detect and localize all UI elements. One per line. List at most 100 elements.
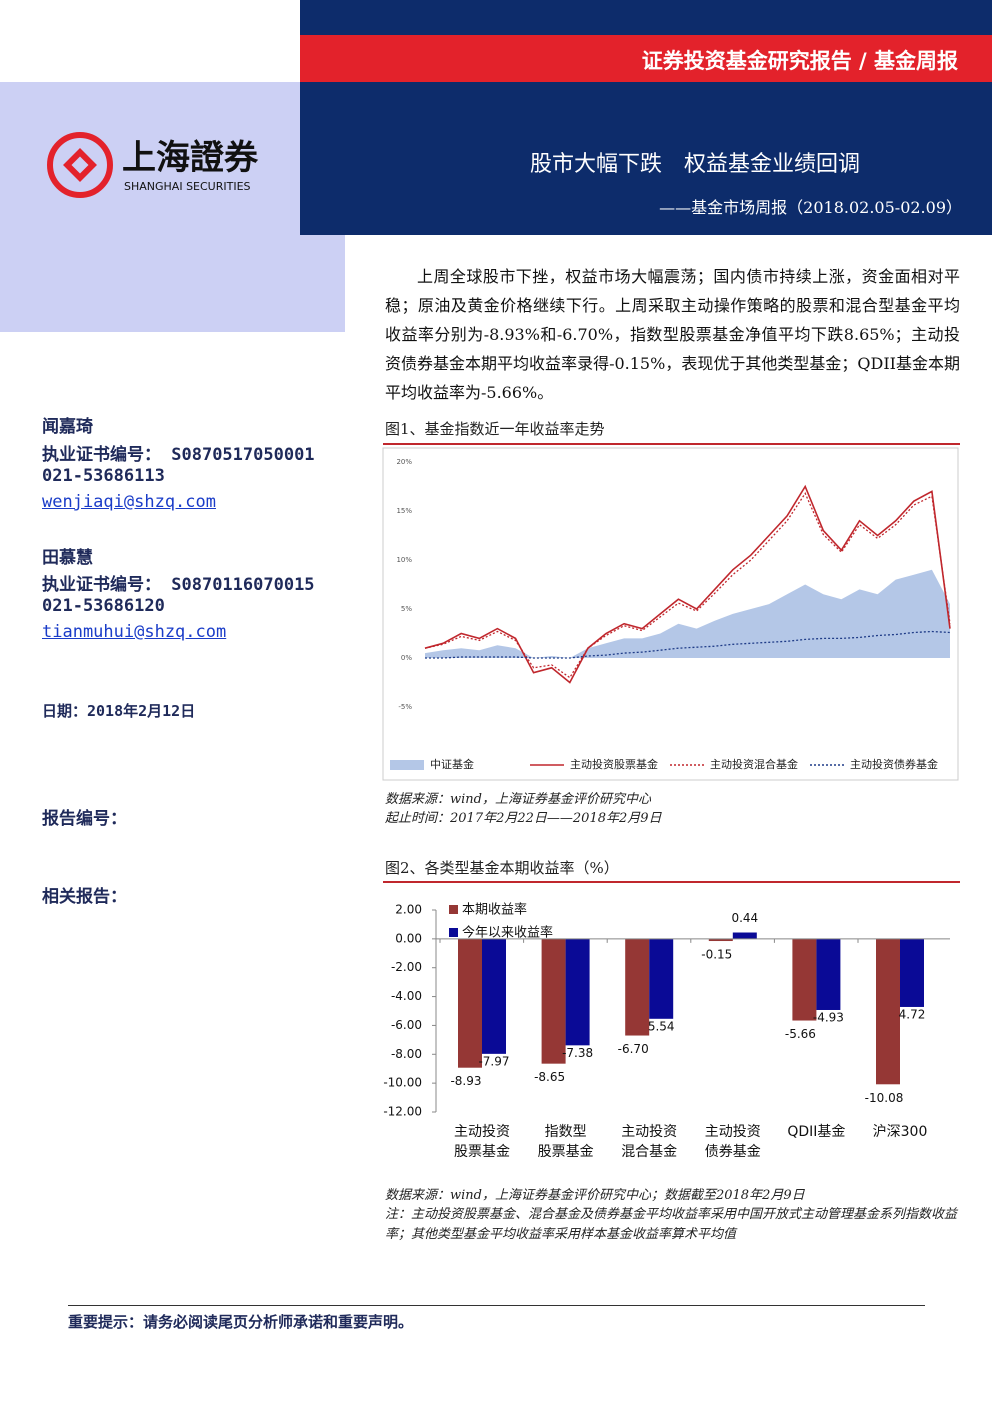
cert-label: 执业证书编号： — [42, 575, 161, 595]
x-tick-label: 债券基金 — [705, 1143, 761, 1160]
analyst-phone: 021-53686120 — [42, 596, 165, 616]
header-red: 证券投资基金研究报告 / 基金周报 — [300, 35, 992, 82]
y-tick-label: -12.00 — [383, 1105, 422, 1119]
y-tick-label: 10% — [396, 556, 412, 564]
logo-ring — [47, 132, 113, 198]
value-label: -6.70 — [618, 1042, 649, 1056]
side-band — [0, 82, 345, 332]
y-tick-label: 0.00 — [395, 931, 422, 945]
value-label: 0.44 — [731, 911, 758, 925]
x-tick-label: 混合基金 — [621, 1143, 677, 1160]
report-title: 股市大幅下跌 权益基金业绩回调 — [530, 152, 861, 177]
value-label: 4.72 — [899, 1007, 926, 1021]
legend-label: 主动投资股票基金 — [570, 757, 658, 771]
bar — [458, 938, 482, 1068]
bar — [625, 938, 650, 1036]
y-tick-label: -2.00 — [391, 960, 422, 974]
value-label: -7.97 — [478, 1054, 509, 1068]
y-tick-label: -8.00 — [391, 1047, 422, 1061]
logo-core — [71, 156, 89, 174]
value-label: -10.08 — [865, 1091, 904, 1105]
y-tick-label: -6.00 — [391, 1018, 422, 1032]
logo-english: SHANGHAI SECURITIES — [124, 180, 251, 193]
line — [424, 484, 951, 684]
report-subtitle: ——基金市场周报（2018.02.05-02.09） — [659, 198, 962, 217]
related-label: 相关报告： — [42, 887, 127, 907]
report-type: 证券投资基金研究报告 / 基金周报 — [641, 49, 958, 73]
y-tick-label: 0% — [401, 654, 412, 662]
value-label: -7.38 — [562, 1046, 593, 1060]
y-tick-label: 15% — [396, 507, 412, 515]
figure-source: 数据来源：wind，上海证券基金评价研究中心；数据截至2018年2月9日 — [385, 1188, 805, 1203]
figure-period: 起止时间：2017年2月22日——2018年2月9日 — [385, 811, 662, 826]
cert-label: 执业证书编号： — [42, 445, 161, 465]
report-date: 日期：2018年2月12日 — [42, 702, 196, 720]
analyst-name: 闻嘉琦 — [42, 417, 93, 437]
line — [424, 492, 951, 679]
x-tick-label: QDII基金 — [787, 1123, 845, 1140]
cert-no: S0870116070015 — [171, 575, 315, 595]
value-label: -8.93 — [450, 1074, 481, 1088]
caption-rule — [383, 443, 960, 445]
y-tick-label: -5% — [398, 703, 412, 711]
legend-label: 今年以来收益率 — [462, 925, 553, 941]
analyst-cert: 执业证书编号： S0870116070015 — [42, 570, 315, 595]
x-tick-label: 沪深300 — [873, 1124, 928, 1140]
value-label: -4.93 — [813, 1010, 844, 1024]
bar — [649, 938, 674, 1019]
figure-caption: 图2、各类型基金本期收益率（%） — [385, 859, 619, 877]
bar — [900, 938, 924, 1007]
legend-label: 本期收益率 — [462, 902, 527, 918]
bar — [482, 938, 506, 1054]
legend-label: 主动投资混合基金 — [710, 757, 798, 771]
x-tick-label: 主动投资 — [454, 1124, 510, 1140]
legend-swatch — [449, 905, 458, 914]
bar — [708, 938, 733, 942]
analyst-phone: 021-53686113 — [42, 466, 165, 486]
bar — [876, 938, 900, 1085]
value-label: -5.66 — [785, 1027, 816, 1041]
bar — [816, 938, 841, 1010]
summary: 上周全球股市下挫，权益市场大幅震荡；国内债市持续上涨，资金面相对平稳；原油及黄金… — [385, 267, 960, 402]
x-tick-label: 指数型 — [545, 1124, 587, 1140]
y-tick-label: 5% — [401, 605, 412, 613]
figure-note: 注：主动投资股票基金、混合基金及债券基金平均收益率采用中国开放式主动管理基金系列… — [385, 1207, 958, 1242]
bar — [792, 938, 817, 1021]
analyst-cert: 执业证书编号： S0870517050001 — [42, 440, 315, 465]
x-tick-label: 股票基金 — [454, 1143, 510, 1160]
bar — [541, 938, 566, 1064]
value-label: 5.54 — [648, 1019, 675, 1033]
legend-label: 主动投资债券基金 — [850, 757, 938, 771]
value-label: -0.15 — [701, 948, 732, 962]
footer-note: 重要提示：请务必阅读尾页分析师承诺和重要声明。 — [68, 1313, 414, 1331]
y-tick-label: -4.00 — [391, 989, 422, 1003]
analyst-name: 田慕慧 — [42, 548, 93, 568]
header-top — [300, 0, 992, 35]
analyst-email[interactable]: tianmuhui@shzq.com — [42, 622, 227, 642]
y-tick-label: 2.00 — [395, 903, 422, 917]
bar — [565, 938, 590, 1046]
legend-label: 中证基金 — [430, 757, 474, 771]
y-tick-label: 20% — [396, 458, 412, 466]
cert-no: S0870517050001 — [171, 445, 315, 465]
logo-name: 上海證券 — [122, 138, 259, 178]
figure-source: 数据来源：wind，上海证券基金评价研究中心 — [385, 792, 651, 807]
analyst-email[interactable]: wenjiaqi@shzq.com — [42, 492, 216, 512]
x-tick-label: 主动投资 — [621, 1124, 677, 1140]
legend-swatch — [390, 760, 424, 770]
x-tick-label: 股票基金 — [538, 1143, 594, 1160]
y-tick-label: -10.00 — [383, 1076, 422, 1090]
logo: 上海證券 SHANGHAI SECURITIES — [47, 132, 259, 198]
header-blue: 股市大幅下跌 权益基金业绩回调 ——基金市场周报（2018.02.05-02.0… — [300, 82, 992, 235]
legend-swatch — [449, 928, 458, 937]
caption-rule — [383, 881, 960, 883]
footer-rule — [68, 1305, 925, 1306]
bar — [732, 932, 757, 939]
area — [425, 569, 950, 658]
value-label: -8.65 — [534, 1070, 565, 1084]
report-no-label: 报告编号： — [42, 809, 127, 829]
x-tick-label: 主动投资 — [705, 1124, 761, 1140]
figure-caption: 图1、基金指数近一年收益率走势 — [385, 420, 605, 438]
